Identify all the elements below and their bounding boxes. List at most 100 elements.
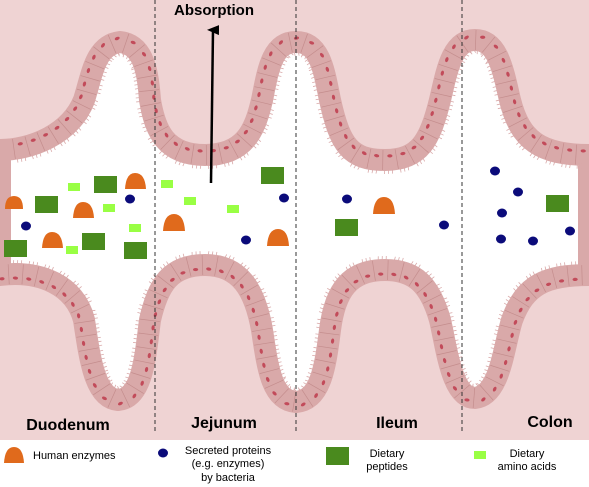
microvillus	[137, 311, 143, 315]
cell-border	[508, 117, 528, 128]
microvillus	[315, 98, 321, 101]
microvillus	[314, 94, 320, 97]
microvillus	[361, 259, 364, 265]
dietary-amino-acid	[68, 183, 80, 191]
cell-nucleus	[344, 133, 348, 139]
microvillus	[481, 376, 486, 380]
cell-nucleus	[439, 344, 444, 350]
microvillus	[462, 371, 468, 375]
dietary-peptide	[4, 240, 27, 257]
microvillus	[101, 365, 107, 369]
cell-nucleus	[230, 274, 235, 280]
cell-border	[315, 74, 336, 81]
cell-border	[317, 345, 338, 350]
microvillus	[284, 55, 290, 59]
microvillus	[323, 295, 329, 299]
microvillus	[131, 67, 137, 71]
microvillus	[98, 353, 104, 356]
microvillus	[134, 87, 140, 90]
cell-border	[306, 45, 324, 58]
cell-border	[331, 288, 350, 299]
cell-nucleus	[218, 269, 224, 274]
microvillus	[93, 323, 99, 325]
microvillus	[65, 274, 69, 280]
microvillus	[103, 369, 109, 373]
microvillus	[447, 104, 454, 107]
dietary-amino-acid	[66, 246, 78, 254]
microvillus	[122, 52, 125, 58]
cell-nucleus	[158, 121, 162, 127]
microvillus	[65, 136, 70, 142]
microvillus	[317, 108, 323, 111]
microvillus	[138, 308, 144, 311]
cell-nucleus	[170, 277, 175, 282]
microvillus	[515, 284, 520, 290]
microvillus	[319, 116, 325, 119]
cell-border	[311, 60, 331, 68]
microvillus	[133, 342, 139, 344]
cell-border	[419, 129, 438, 140]
cell-border	[324, 115, 345, 122]
cell-nucleus	[30, 138, 36, 142]
microvillus	[455, 347, 461, 350]
cell-border	[485, 376, 504, 387]
cell-nucleus	[51, 285, 57, 290]
microvillus	[149, 140, 155, 144]
cell-nucleus	[314, 393, 318, 398]
cell-border	[517, 127, 534, 141]
microvillus	[399, 167, 402, 173]
cell-nucleus	[572, 277, 578, 282]
microvillus	[110, 382, 113, 388]
microvillus	[195, 163, 198, 169]
microvillus	[105, 376, 111, 380]
human-enzyme	[163, 214, 185, 231]
microvillus	[318, 112, 324, 115]
microvillus	[182, 161, 186, 167]
cell-border	[325, 302, 345, 310]
microvillus	[262, 295, 268, 299]
cell-border	[57, 119, 72, 135]
microvillus	[96, 88, 102, 91]
cell-border	[137, 74, 158, 79]
microvillus	[271, 335, 278, 337]
microvillus	[280, 62, 286, 66]
microvillus	[478, 379, 484, 383]
microvillus	[282, 59, 288, 62]
microvillus	[271, 98, 277, 101]
microvillus	[92, 103, 97, 107]
microvillus	[482, 373, 488, 376]
microvillus	[525, 275, 529, 281]
region-label-colon: Colon	[527, 414, 572, 431]
cell-nucleus	[501, 57, 506, 63]
cell-nucleus	[430, 111, 434, 117]
cell-border	[503, 105, 523, 113]
microvillus	[267, 112, 273, 115]
human-enzyme	[125, 173, 146, 189]
bacterial-protein	[528, 236, 538, 246]
microvillus	[444, 118, 450, 121]
cell-nucleus	[157, 299, 162, 305]
cell-nucleus	[76, 313, 81, 319]
cell-border	[157, 275, 174, 289]
cell-border	[138, 332, 159, 336]
microvillus	[451, 90, 457, 93]
cell-border	[21, 264, 24, 285]
microvillus	[163, 263, 167, 269]
microvillus	[297, 50, 300, 56]
microvillus	[123, 380, 129, 383]
bacterial-protein	[565, 226, 575, 236]
cell-nucleus	[84, 354, 88, 360]
microvillus	[129, 61, 134, 66]
cell-nucleus	[71, 301, 75, 307]
cell-nucleus	[332, 324, 337, 331]
microvillus	[489, 72, 495, 76]
cell-border	[474, 30, 477, 51]
cell-border	[319, 332, 340, 336]
microvillus	[508, 131, 514, 135]
microvillus	[455, 73, 461, 75]
cell-border	[85, 60, 105, 70]
microvillus	[529, 151, 534, 157]
bacterial-protein	[342, 194, 352, 204]
cell-nucleus	[425, 123, 430, 129]
cell-nucleus	[567, 148, 573, 152]
